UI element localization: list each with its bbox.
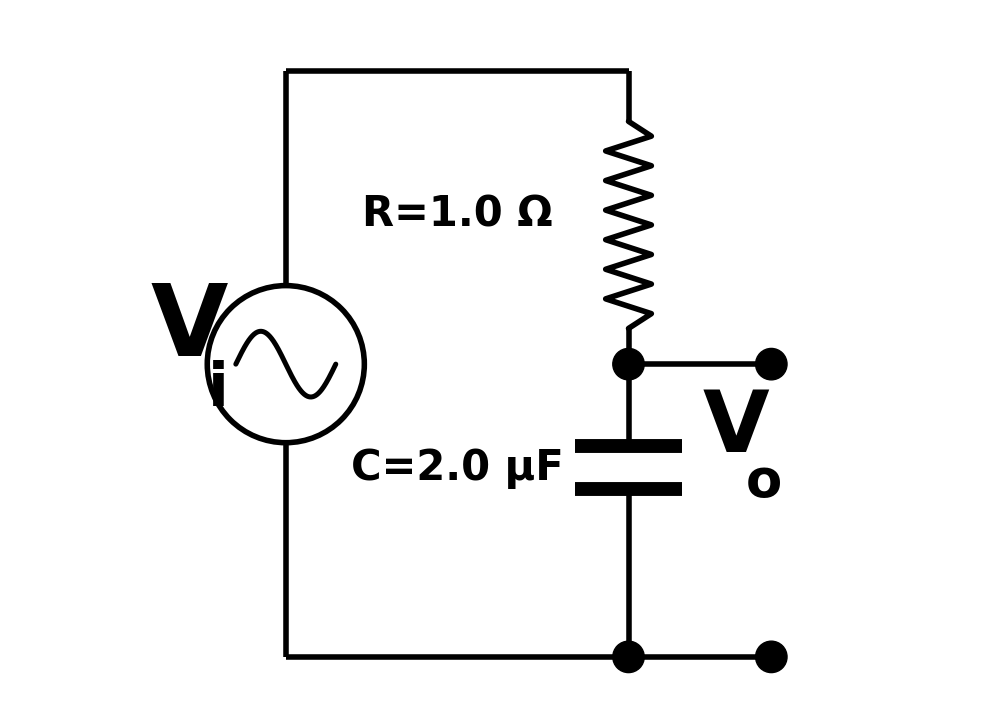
Circle shape: [756, 641, 787, 673]
Text: C=2.0 μF: C=2.0 μF: [351, 447, 564, 488]
Circle shape: [756, 348, 787, 380]
Text: V: V: [151, 280, 228, 377]
Text: o: o: [746, 456, 782, 508]
Circle shape: [613, 641, 644, 673]
Text: R=1.0 Ω: R=1.0 Ω: [362, 193, 552, 235]
Circle shape: [613, 348, 644, 380]
Text: i: i: [208, 360, 228, 418]
Text: V: V: [702, 387, 769, 470]
